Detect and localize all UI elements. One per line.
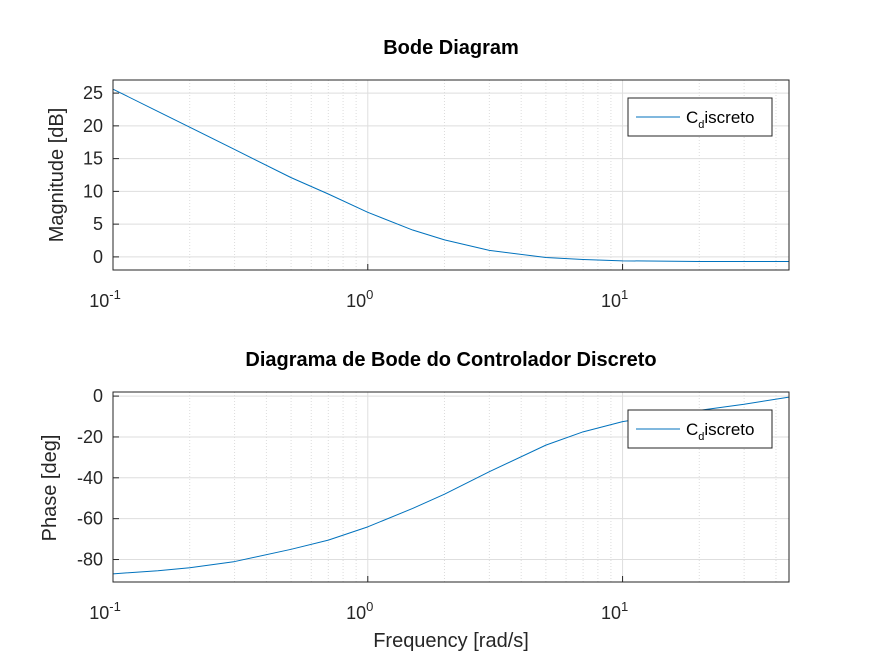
- x-tick-label: 101: [601, 599, 628, 623]
- y-tick-label: -60: [77, 509, 103, 529]
- x-tick-label: 101: [601, 287, 628, 311]
- y-tick-label: 0: [93, 386, 103, 406]
- y-tick-label: 10: [83, 181, 103, 201]
- y-tick-label: 20: [83, 116, 103, 136]
- y-tick-label: -80: [77, 550, 103, 570]
- phase-legend: Cdiscreto: [627, 409, 773, 449]
- phase-ticks: 10-1 100 101 -80 -60 -40 -20 0: [77, 386, 628, 623]
- phase-legend-label: Cdiscreto: [686, 420, 754, 443]
- magnitude-legend-label: Cdiscreto: [686, 108, 754, 131]
- y-tick-label: 15: [83, 149, 103, 169]
- magnitude-axes: Bode Diagram Magnitude [dB] 10-1 100 101 0 5…: [46, 37, 790, 311]
- magnitude-ticks: 10-1 100 101 0 5 10 15 20 25: [83, 83, 628, 311]
- x-tick-label: 100: [346, 599, 373, 623]
- y-tick-label: 0: [93, 247, 103, 267]
- y-tick-label: 5: [93, 214, 103, 234]
- x-tick-label: 10-1: [89, 599, 121, 623]
- y-tick-label: -40: [77, 468, 103, 488]
- magnitude-lines: [112, 88, 789, 262]
- x-tick-label: 10-1: [89, 287, 121, 311]
- magnitude-legend: Cdiscreto: [627, 97, 773, 137]
- phase-axes: Diagrama de Bode do Controlador Discreto…: [39, 349, 790, 652]
- phase-ylabel: Phase [deg]: [39, 435, 61, 542]
- series-line-cdiscreto: [112, 88, 789, 262]
- x-tick-label: 100: [346, 287, 373, 311]
- phase-title: Diagrama de Bode do Controlador Discreto: [245, 349, 656, 371]
- y-tick-label: -20: [77, 427, 103, 447]
- magnitude-title: Bode Diagram: [383, 37, 519, 59]
- magnitude-axes-box: [112, 79, 790, 271]
- phase-legend-box: [627, 409, 773, 449]
- magnitude-ylabel: Magnitude [dB]: [46, 108, 68, 243]
- phase-axes-box: [112, 391, 790, 583]
- phase-xlabel: Frequency [rad/s]: [373, 630, 529, 652]
- y-tick-label: 25: [83, 83, 103, 103]
- magnitude-grid: [112, 80, 789, 270]
